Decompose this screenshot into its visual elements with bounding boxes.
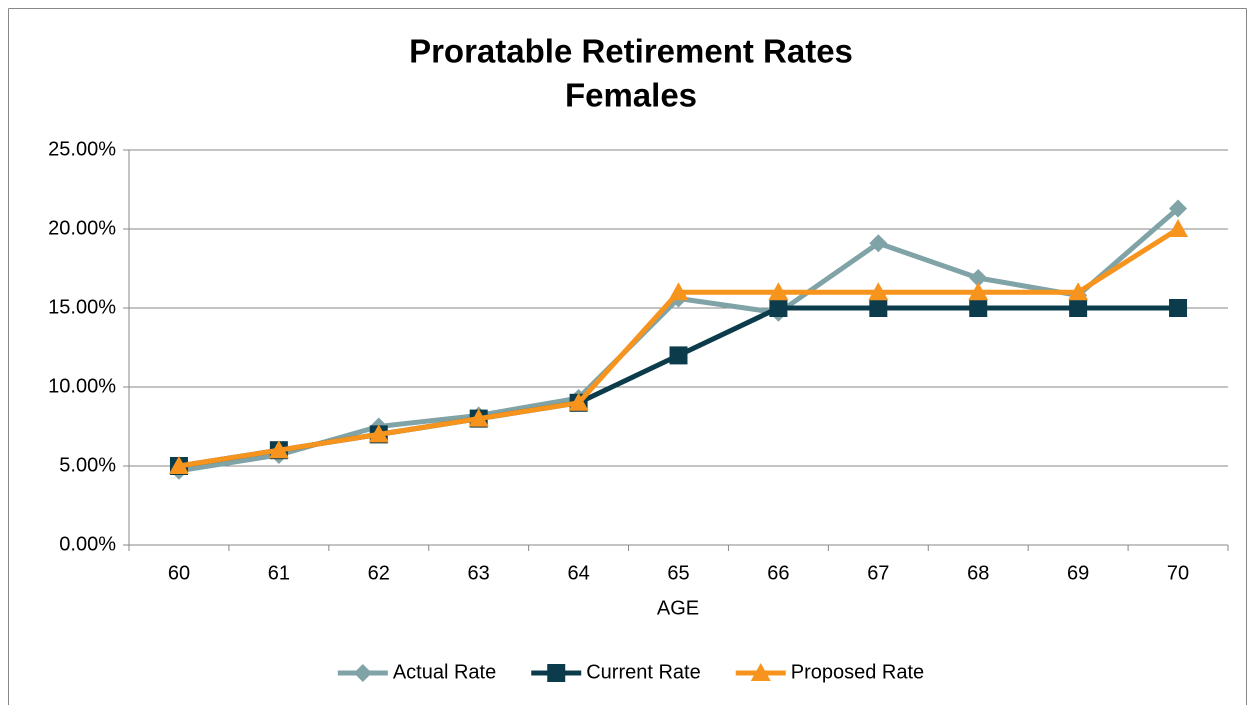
y-tick-label: 10.00% <box>48 375 116 397</box>
point-marker <box>769 299 788 317</box>
point-marker <box>368 424 389 443</box>
point-marker <box>168 456 189 474</box>
point-marker <box>968 282 989 301</box>
x-tick-label: 67 <box>867 562 889 584</box>
point-marker <box>969 268 988 287</box>
y-tick-label: 5.00% <box>59 454 116 476</box>
point-marker <box>868 282 889 301</box>
point-marker <box>1169 199 1188 218</box>
x-tick-label: 63 <box>468 562 490 584</box>
point-marker <box>1168 219 1189 237</box>
legend-marker <box>750 663 771 681</box>
point-marker <box>669 346 688 365</box>
x-tick-label: 66 <box>767 562 789 584</box>
point-marker <box>1069 299 1088 317</box>
x-tick-label: 65 <box>667 562 689 584</box>
legend-label: Current Rate <box>586 661 701 683</box>
y-tick-label: 20.00% <box>48 217 116 239</box>
y-tick-label: 15.00% <box>48 296 116 318</box>
point-marker <box>568 392 589 411</box>
point-marker <box>768 282 789 301</box>
x-tick-label: 69 <box>1067 562 1089 584</box>
x-tick-label: 60 <box>168 562 190 584</box>
point-marker <box>869 299 888 317</box>
legend-label: Proposed Rate <box>791 661 924 683</box>
point-marker <box>268 440 289 459</box>
point-marker <box>969 299 988 317</box>
x-tick-label: 61 <box>268 562 290 584</box>
legend-marker <box>547 664 566 682</box>
legend-marker <box>353 664 372 682</box>
x-tick-label: 64 <box>567 562 589 584</box>
series-line <box>178 206 1180 474</box>
legend-label: Actual Rate <box>393 661 496 683</box>
x-tick-label: 68 <box>967 562 989 584</box>
point-marker <box>1169 299 1188 317</box>
point-marker <box>1068 282 1089 301</box>
point-marker <box>468 408 489 427</box>
point-marker <box>869 234 888 253</box>
y-tick-label: 0.00% <box>59 533 116 555</box>
x-tick-label: 62 <box>368 562 390 584</box>
y-tick-label: 25.00% <box>48 138 116 160</box>
point-marker <box>668 282 689 301</box>
x-axis-label: AGE <box>657 597 699 619</box>
chart-subtitle: Females <box>565 77 697 114</box>
x-tick-label: 70 <box>1167 562 1189 584</box>
chart-title: Proratable Retirement Rates <box>409 33 853 70</box>
